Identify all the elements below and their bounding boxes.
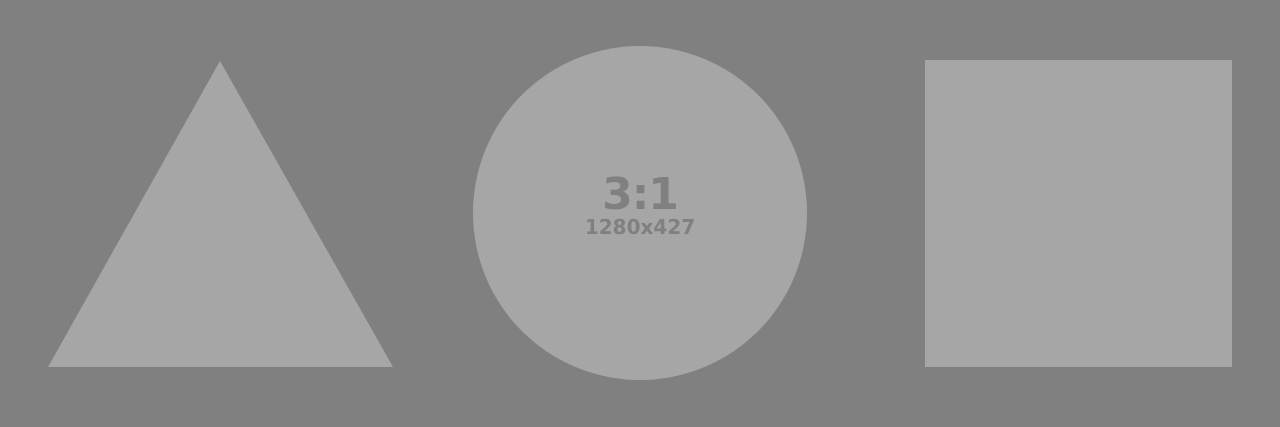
circle-shape: [473, 46, 807, 380]
square-shape: [925, 60, 1232, 367]
aspect-ratio-text: 3:1: [602, 169, 679, 220]
dimensions-text: 1280x427: [584, 215, 696, 239]
circle-label: 3:1 1280x427: [473, 169, 807, 239]
triangle-shape: [48, 61, 393, 367]
